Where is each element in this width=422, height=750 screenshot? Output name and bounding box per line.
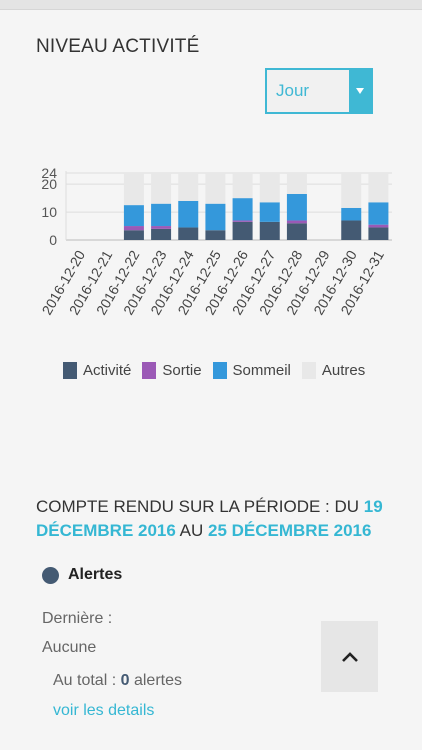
- bar-segment-autres: [259, 173, 280, 203]
- bar-segment-autres: [341, 173, 362, 208]
- bar-segment-activité: [205, 230, 226, 240]
- bar-segment-autres: [178, 173, 199, 201]
- bar-segment-sommeil: [368, 202, 389, 225]
- legend-swatch-sommeil: [212, 362, 227, 379]
- legend-label-sommeil: Sommeil: [232, 362, 291, 379]
- alerts-total-count: 0: [120, 672, 130, 689]
- bar-segment-activité: [286, 223, 307, 240]
- chart-legend: Activité Sortie Sommeil Autres: [63, 362, 376, 379]
- alerts-total: Au total : 0 alertes: [53, 672, 182, 690]
- bar-segment-activité: [123, 230, 144, 240]
- bar-segment-activité: [151, 228, 172, 240]
- alerts-heading: Alertes: [42, 566, 122, 584]
- bar-segment-sortie: [232, 220, 253, 222]
- bar-segment-activité: [341, 220, 362, 240]
- y-tick-label: 20: [41, 176, 57, 192]
- legend-item-autres: Autres: [301, 362, 366, 379]
- bar-segment-sortie: [368, 224, 389, 228]
- bar-segment-activité: [232, 221, 253, 240]
- details-link[interactable]: voir les details: [53, 702, 155, 719]
- bar-segment-sortie: [286, 220, 307, 224]
- scroll-to-top-button[interactable]: [321, 621, 378, 692]
- bar-segment-sommeil: [123, 205, 144, 227]
- legend-item-sommeil: Sommeil: [212, 362, 291, 379]
- legend-swatch-activity: [63, 362, 77, 379]
- bar-segment-autres: [368, 173, 389, 203]
- legend-swatch-sortie: [142, 362, 157, 379]
- top-bar: [0, 0, 422, 10]
- bar-segment-sommeil: [151, 203, 172, 227]
- alerts-heading-label: Alertes: [68, 566, 123, 583]
- bar-segment-sommeil: [259, 202, 280, 222]
- report-middle: AU: [179, 521, 204, 540]
- report-title: COMPTE RENDU SUR LA PÉRIODE : DU 19 DÉCE…: [36, 495, 396, 543]
- bar-segment-autres: [151, 173, 172, 204]
- legend-label-sortie: Sortie: [162, 362, 202, 379]
- legend-item-activity: Activité: [63, 362, 131, 379]
- legend-label-autres: Autres: [321, 362, 366, 379]
- bar-segment-autres: [123, 173, 144, 206]
- y-tick-label: 10: [41, 204, 57, 220]
- alerts-total-label: Au total :: [53, 672, 117, 689]
- bar-segment-sommeil: [178, 200, 199, 228]
- alerts-dot-icon: [42, 566, 59, 584]
- bar-segment-sommeil: [232, 198, 253, 221]
- chevron-up-icon: [341, 651, 358, 662]
- alerts-total-unit: alertes: [133, 672, 182, 689]
- report-start-day: 19: [363, 497, 383, 516]
- bar-segment-sommeil: [205, 203, 226, 231]
- last-alert-value: Aucune: [42, 639, 97, 656]
- period-select-value: Jour: [276, 81, 310, 100]
- bar-segment-activité: [259, 221, 280, 240]
- y-tick-label: 0: [49, 232, 57, 248]
- report-start-month: DÉCEMBRE 2016: [36, 521, 176, 540]
- last-alert-label: Dernière :: [42, 610, 113, 627]
- bar-segment-autres: [232, 173, 253, 199]
- period-select[interactable]: Jour: [265, 68, 373, 114]
- legend-label-activity: Activité: [83, 362, 132, 379]
- page-title: NIVEAU ACTIVITÉ: [36, 36, 200, 57]
- legend-item-sortie: Sortie: [142, 362, 202, 379]
- bar-segment-autres: [286, 173, 307, 194]
- bar-segment-sommeil: [286, 193, 307, 221]
- bar-segment-activité: [178, 227, 199, 240]
- report-prefix: COMPTE RENDU SUR LA PÉRIODE : DU: [36, 497, 360, 516]
- dropdown-arrow-icon[interactable]: [349, 70, 371, 112]
- bar-segment-sommeil: [341, 207, 362, 221]
- report-end-date: 25 DÉCEMBRE 2016: [207, 521, 372, 540]
- bar-segment-autres: [205, 173, 226, 204]
- legend-swatch-autres: [301, 362, 316, 379]
- bar-segment-activité: [368, 227, 389, 240]
- bar-segment-sortie: [123, 226, 144, 231]
- y-tick-label: 24: [41, 165, 57, 181]
- bar-segment-sortie: [151, 226, 172, 229]
